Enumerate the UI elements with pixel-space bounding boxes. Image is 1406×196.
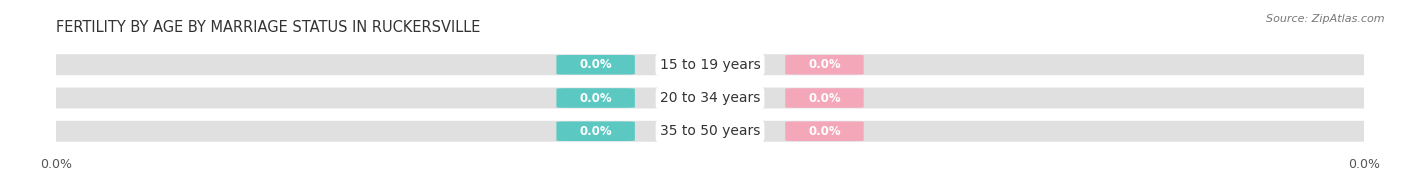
FancyBboxPatch shape	[39, 121, 1381, 142]
Text: 20 to 34 years: 20 to 34 years	[659, 91, 761, 105]
FancyBboxPatch shape	[557, 55, 636, 74]
Text: 0.0%: 0.0%	[579, 92, 612, 104]
FancyBboxPatch shape	[785, 88, 863, 108]
FancyBboxPatch shape	[785, 122, 863, 141]
Text: 0.0%: 0.0%	[808, 125, 841, 138]
Text: 0.0%: 0.0%	[579, 125, 612, 138]
Text: FERTILITY BY AGE BY MARRIAGE STATUS IN RUCKERSVILLE: FERTILITY BY AGE BY MARRIAGE STATUS IN R…	[56, 20, 481, 35]
Text: 0.0%: 0.0%	[808, 58, 841, 71]
FancyBboxPatch shape	[557, 88, 636, 108]
Text: 0.0%: 0.0%	[808, 92, 841, 104]
Legend: Married, Unmarried: Married, Unmarried	[620, 192, 800, 196]
Text: Source: ZipAtlas.com: Source: ZipAtlas.com	[1267, 14, 1385, 24]
Text: 0.0%: 0.0%	[579, 58, 612, 71]
FancyBboxPatch shape	[785, 55, 863, 74]
Text: 15 to 19 years: 15 to 19 years	[659, 58, 761, 72]
FancyBboxPatch shape	[39, 54, 1381, 75]
Text: 35 to 50 years: 35 to 50 years	[659, 124, 761, 138]
FancyBboxPatch shape	[557, 122, 636, 141]
FancyBboxPatch shape	[39, 88, 1381, 108]
